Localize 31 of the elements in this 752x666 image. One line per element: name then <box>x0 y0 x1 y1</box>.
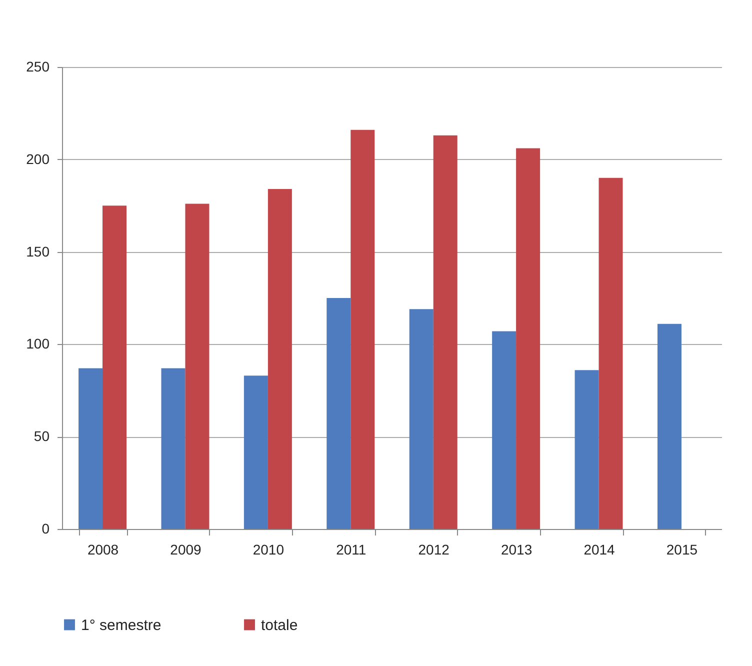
legend-label: 1° semestre <box>81 616 162 634</box>
y-tick-label: 250 <box>26 58 50 74</box>
bar <box>244 376 268 529</box>
y-tick-label: 100 <box>26 336 50 352</box>
bar <box>433 135 458 529</box>
bar <box>102 206 127 529</box>
y-tick-label: 0 <box>42 520 50 536</box>
bar <box>185 204 210 529</box>
x-tick-label: 2008 <box>87 542 119 558</box>
bar <box>516 148 540 529</box>
y-tick-label: 150 <box>26 243 50 260</box>
x-tick-label: 2013 <box>500 542 532 558</box>
x-tick-label: 2010 <box>252 542 284 558</box>
bar <box>161 368 186 529</box>
bar <box>78 368 103 529</box>
x-tick-label: 2015 <box>666 542 698 558</box>
x-tick-label: 2009 <box>170 542 202 558</box>
y-tick-label: 200 <box>26 150 50 167</box>
bar <box>409 309 434 529</box>
bar <box>657 324 682 529</box>
y-tick-label: 50 <box>34 428 50 444</box>
bar <box>268 188 292 529</box>
bar <box>598 178 623 529</box>
bar <box>492 331 516 529</box>
x-tick-label: 2012 <box>418 542 450 558</box>
bar <box>326 298 351 529</box>
legend-label: totale <box>261 616 298 634</box>
x-tick-label: 2011 <box>336 542 366 558</box>
bar <box>350 130 375 529</box>
bar <box>574 370 599 529</box>
x-tick-label: 2014 <box>584 542 616 558</box>
